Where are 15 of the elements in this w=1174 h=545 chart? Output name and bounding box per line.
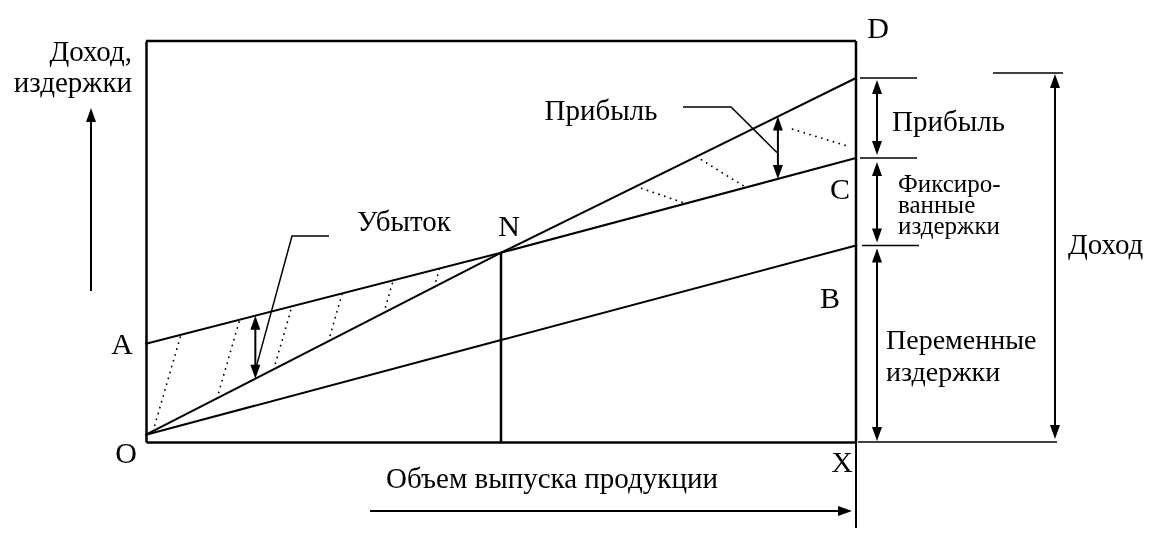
annotation: Убыток bbox=[357, 205, 452, 237]
text: Прибыль bbox=[892, 105, 1005, 137]
annotation: C bbox=[829, 172, 851, 205]
annotation: Прибыль bbox=[544, 94, 658, 126]
annotation: B bbox=[819, 281, 841, 314]
annotation: N bbox=[498, 209, 520, 242]
text: Доход bbox=[1068, 228, 1144, 260]
text: X bbox=[831, 445, 854, 478]
text: O bbox=[115, 436, 137, 469]
text: D bbox=[867, 11, 889, 44]
text: Фиксиро- ванные издержки bbox=[898, 170, 1001, 239]
text: Переменные издержки bbox=[886, 324, 1037, 387]
text: A bbox=[111, 327, 134, 360]
y-axis-title: Доход, издержки bbox=[13, 35, 132, 98]
x-axis-title: Объем выпуска продукции bbox=[386, 462, 718, 494]
